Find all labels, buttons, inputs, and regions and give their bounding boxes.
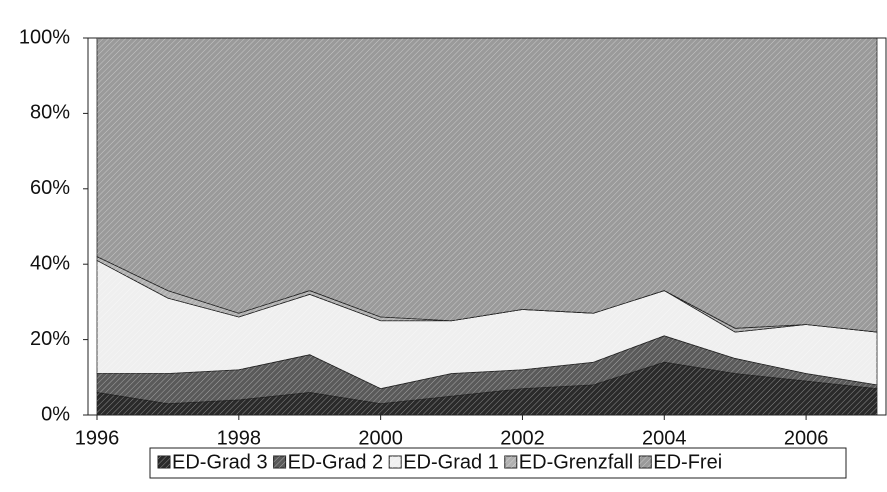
- area-texture: [97, 260, 877, 389]
- legend-box: [149, 447, 847, 479]
- legend-label: ED-Grenzfall: [519, 451, 633, 473]
- legend-label: ED-Grad 1: [403, 451, 499, 473]
- x-tick-label: 2006: [784, 427, 829, 449]
- area-texture: [97, 335, 877, 404]
- legend-label: ED-Frei: [653, 451, 722, 473]
- legend-swatch-texture: [389, 456, 402, 468]
- legend-swatch-texture: [158, 456, 170, 468]
- y-tick-label: 20%: [30, 328, 70, 350]
- legend-label: ED-Grad 3: [172, 451, 268, 473]
- x-tick-label: 1998: [217, 427, 262, 449]
- x-tick-label: 2002: [500, 427, 545, 449]
- y-tick-label: 60%: [30, 177, 70, 199]
- area-texture: [97, 362, 877, 415]
- legend-swatch-texture: [273, 456, 286, 468]
- plot-frame: [87, 37, 887, 416]
- legend-label: ED-Grad 2: [288, 451, 384, 473]
- x-tick-label: 2000: [358, 427, 403, 449]
- legend-swatch-texture: [639, 456, 652, 468]
- y-tick-label: 80%: [30, 102, 70, 124]
- x-tick-label: 1996: [75, 427, 120, 449]
- y-tick-label: 40%: [30, 252, 70, 274]
- x-tick-label: 2004: [642, 427, 687, 449]
- y-tick-label: 100%: [19, 26, 70, 48]
- area-texture: [97, 38, 877, 333]
- y-tick-label: 0%: [41, 403, 70, 425]
- legend-swatch-texture: [504, 456, 517, 468]
